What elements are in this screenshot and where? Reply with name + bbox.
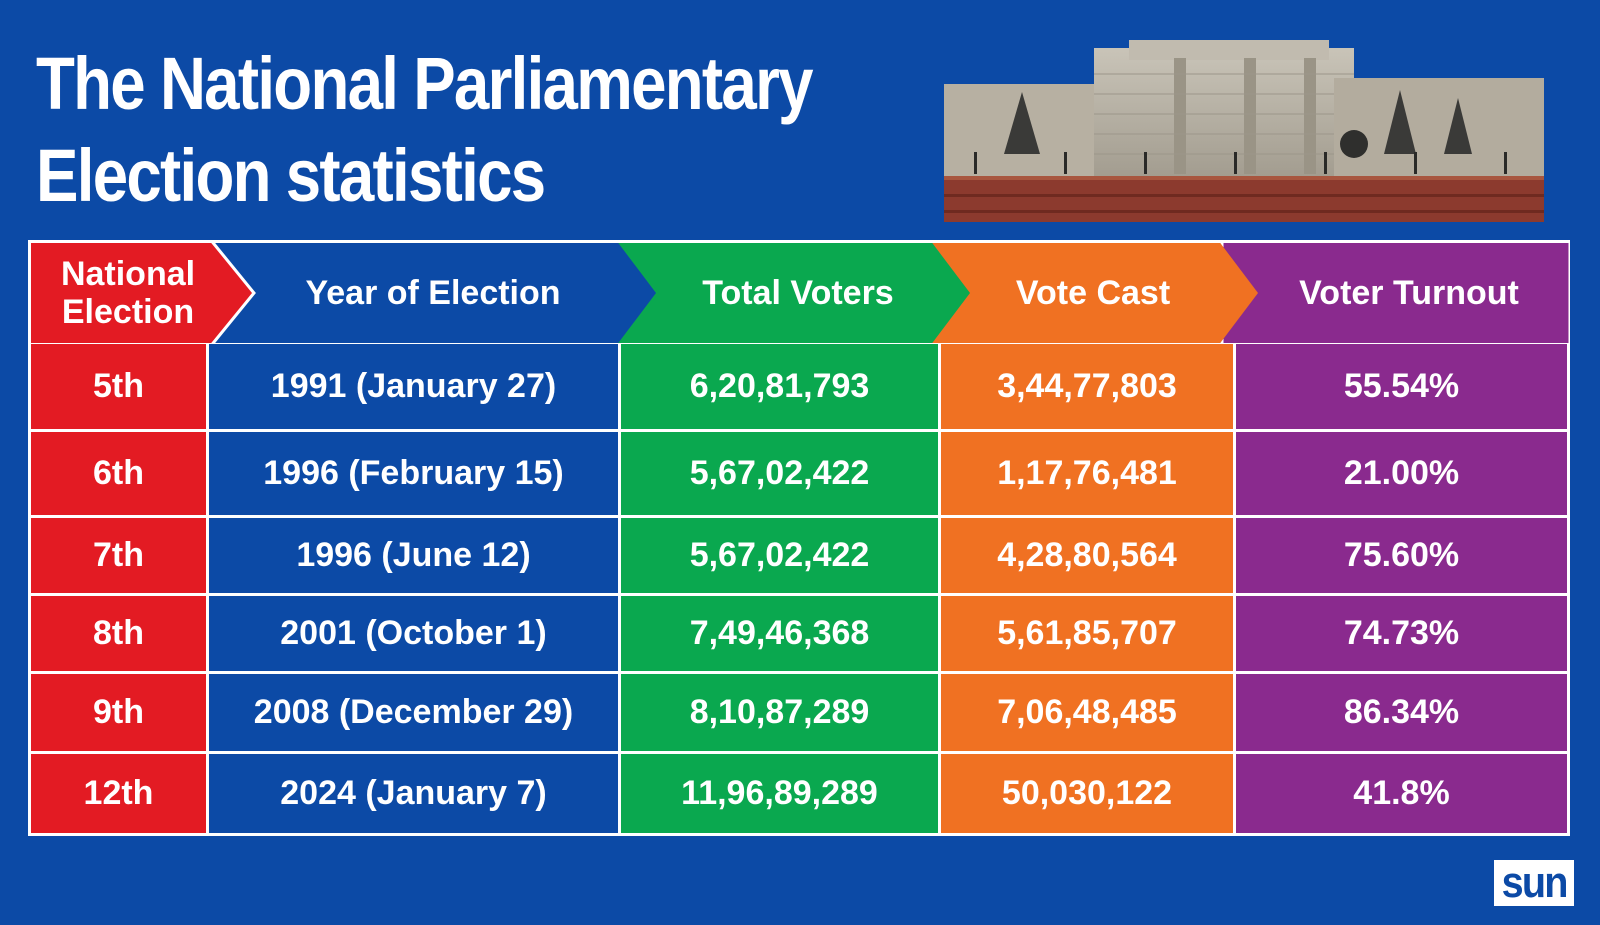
table-row: 9th 2008 (December 29) 8,10,87,289 7,06,…: [28, 674, 1570, 754]
header-voter-turnout: Voter Turnout: [1299, 274, 1519, 312]
cell-turnout: 21.00%: [1236, 432, 1570, 518]
cell-vote-cast: 50,030,122: [941, 754, 1236, 836]
cell-year: 1996 (June 12): [209, 518, 621, 596]
cell-total-voters: 6,20,81,793: [621, 344, 941, 432]
parliament-building-image: [944, 40, 1544, 222]
cell-turnout: 75.60%: [1236, 518, 1570, 596]
cell-turnout: 41.8%: [1236, 754, 1570, 836]
table-row: 5th 1991 (January 27) 6,20,81,793 3,44,7…: [28, 344, 1570, 432]
sun-logo-text: sun: [1501, 858, 1568, 907]
title-line-1: The National Parliamentary: [36, 42, 814, 125]
election-stats-table: National Election Year of Election Total…: [28, 240, 1570, 850]
header-vote-cast: Vote Cast: [1015, 274, 1171, 312]
cell-year: 2001 (October 1): [209, 596, 621, 674]
header-year-of-election: Year of Election: [305, 274, 561, 312]
cell-year: 2024 (January 7): [209, 754, 621, 836]
cell-total-voters: 5,67,02,422: [621, 518, 941, 596]
cell-vote-cast: 5,61,85,707: [941, 596, 1236, 674]
table-header-background: [28, 240, 1570, 346]
cell-vote-cast: 4,28,80,564: [941, 518, 1236, 596]
table-row: 8th 2001 (October 1) 7,49,46,368 5,61,85…: [28, 596, 1570, 674]
header-bg-orange: [927, 240, 1258, 346]
table-row: 6th 1996 (February 15) 5,67,02,422 1,17,…: [28, 432, 1570, 518]
sun-logo: sun: [1494, 860, 1574, 906]
cell-election: 9th: [28, 674, 209, 754]
cell-year: 2008 (December 29): [209, 674, 621, 754]
header-bg-blue: [208, 240, 656, 346]
header-national-election: National Election: [28, 240, 228, 346]
cell-election: 7th: [28, 518, 209, 596]
table-row: 7th 1996 (June 12) 5,67,02,422 4,28,80,5…: [28, 518, 1570, 596]
page-title: The National Parliamentary Election stat…: [36, 38, 814, 222]
header-national-election-line1: National: [60, 255, 196, 293]
title-line-2: Election statistics: [36, 134, 546, 217]
cell-election: 8th: [28, 596, 209, 674]
cell-election: 6th: [28, 432, 209, 518]
header-national-election-line2: Election: [61, 293, 195, 331]
header-total-voters: Total Voters: [702, 274, 894, 312]
cell-year: 1996 (February 15): [209, 432, 621, 518]
cell-election: 5th: [28, 344, 209, 432]
cell-year: 1991 (January 27): [209, 344, 621, 432]
cell-total-voters: 5,67,02,422: [621, 432, 941, 518]
cell-total-voters: 11,96,89,289: [621, 754, 941, 836]
cell-turnout: 86.34%: [1236, 674, 1570, 754]
cell-vote-cast: 7,06,48,485: [941, 674, 1236, 754]
cell-total-voters: 7,49,46,368: [621, 596, 941, 674]
cell-turnout: 55.54%: [1236, 344, 1570, 432]
header-bg-green: [613, 240, 970, 346]
cell-vote-cast: 3,44,77,803: [941, 344, 1236, 432]
cell-total-voters: 8,10,87,289: [621, 674, 941, 754]
cell-turnout: 74.73%: [1236, 596, 1570, 674]
header-bg-red: [28, 240, 256, 346]
cell-election: 12th: [28, 754, 209, 836]
table-row: 12th 2024 (January 7) 11,96,89,289 50,03…: [28, 754, 1570, 836]
cell-vote-cast: 1,17,76,481: [941, 432, 1236, 518]
